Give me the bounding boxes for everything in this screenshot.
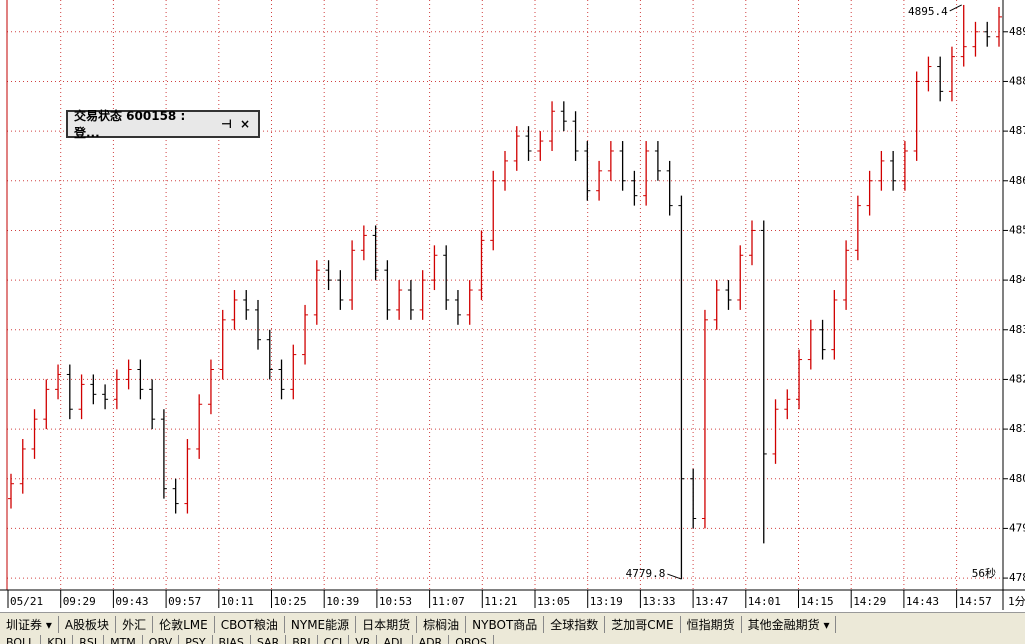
indicator-tab[interactable]: BOLL — [0, 635, 42, 644]
indicator-tab[interactable]: PSY — [179, 635, 213, 644]
indicator-tab[interactable]: OBOS — [449, 635, 494, 644]
x-tick-label: 10:39 — [326, 595, 359, 608]
x-tick-label: 14:29 — [853, 595, 886, 608]
x-tick-label: 09:29 — [63, 595, 96, 608]
y-tick-label: 489 — [1009, 25, 1025, 38]
y-tick-label: 488 — [1009, 74, 1025, 87]
y-tick-label: 480 — [1009, 472, 1025, 485]
x-tick-label: 13:33 — [642, 595, 675, 608]
y-tick-label: 482 — [1009, 372, 1025, 385]
x-tick-label: 14:43 — [906, 595, 939, 608]
indicator-tab[interactable]: KDJ — [41, 635, 74, 644]
market-tabs: 圳证券 ▾ A股板块 外汇 伦敦LME CBOT粮油 NYME能源 日本期货 棕榈油 NYBOT… — [0, 612, 1025, 635]
x-tick-label: 14:01 — [748, 595, 781, 608]
y-tick-label: 483 — [1009, 323, 1025, 336]
indicator-tabs: BOLL KDJ RSI MTM OBV PSY BIAS SAR BRI CCI VR ADL ADR… — [0, 635, 1025, 644]
y-tick-label: 485 — [1009, 223, 1025, 236]
market-tab[interactable]: 其他金融期货 ▾ — [742, 615, 837, 633]
indicator-tab[interactable]: ADL — [377, 635, 413, 644]
indicator-tab[interactable]: ADR — [413, 635, 450, 644]
indicator-tab[interactable]: OBV — [143, 635, 180, 644]
x-tick-label: 14:57 — [959, 595, 992, 608]
market-tab[interactable]: 恒指期货 — [681, 615, 742, 633]
period-label: 1分 — [1008, 595, 1025, 608]
market-tab[interactable]: NYME能源 — [285, 615, 357, 633]
y-tick-label: 481 — [1009, 422, 1025, 435]
x-tick-label: 10:25 — [274, 595, 307, 608]
y-tick-label: 484 — [1009, 273, 1025, 286]
y-tick-label: 478 — [1009, 571, 1025, 584]
market-tab[interactable]: 棕榈油 — [417, 615, 467, 633]
market-tab[interactable]: 伦敦LME — [153, 615, 215, 633]
market-tab[interactable]: 日本期货 — [356, 615, 418, 633]
indicator-tab[interactable]: BIAS — [213, 635, 251, 644]
x-tick-label: 13:19 — [590, 595, 623, 608]
x-tick-label: 11:07 — [432, 595, 465, 608]
x-tick-label: 05/21 — [10, 595, 43, 608]
x-tick-label: 13:47 — [695, 595, 728, 608]
indicator-tab[interactable]: RSI — [73, 635, 105, 644]
indicator-tab[interactable]: CCI — [318, 635, 350, 644]
close-button[interactable]: × — [239, 117, 250, 131]
market-tab[interactable]: A股板块 — [59, 615, 117, 633]
window-title: 交易状态 600158 : 登... — [74, 109, 186, 140]
x-tick-label: 10:11 — [221, 595, 254, 608]
market-tab[interactable]: CBOT粮油 — [215, 615, 285, 633]
y-tick-label: 486 — [1009, 174, 1025, 187]
market-tab[interactable]: 芝加哥CME — [605, 615, 681, 633]
market-tab[interactable]: 全球指数 — [544, 615, 606, 633]
market-tab[interactable]: NYBOT商品 — [466, 615, 545, 633]
countdown: 56秒 — [972, 566, 996, 580]
indicator-tab[interactable]: VR — [349, 635, 378, 644]
floating-window[interactable]: 交易状态 600158 : 登... ⊣ × — [66, 109, 260, 140]
high-pointer — [949, 4, 962, 12]
low-label: 4779.8 — [626, 567, 666, 580]
x-tick-label: 09:43 — [115, 595, 148, 608]
indicator-tab[interactable]: SAR — [251, 635, 287, 644]
indicator-tab[interactable]: MTM — [104, 635, 143, 644]
indicator-tab[interactable]: BRI — [286, 635, 318, 644]
y-tick-label: 487 — [1009, 124, 1025, 137]
x-tick-label: 10:53 — [379, 595, 412, 608]
low-pointer — [667, 573, 682, 580]
y-tick-label: 479 — [1009, 521, 1025, 534]
x-tick-label: 09:57 — [168, 595, 201, 608]
market-tab[interactable]: 圳证券 ▾ — [0, 615, 59, 633]
chart: 478 479 480 481 482 483 484 485 486 487 488 489 05/2… — [0, 0, 1025, 612]
market-tab[interactable]: 外汇 — [116, 615, 154, 633]
pin-button[interactable]: ⊣ — [220, 117, 232, 131]
x-tick-label: 13:05 — [537, 595, 570, 608]
high-label: 4895.4 — [908, 5, 948, 18]
x-tick-label: 14:15 — [801, 595, 834, 608]
plot-frame — [0, 0, 1025, 612]
x-tick-label: 11:21 — [484, 595, 517, 608]
